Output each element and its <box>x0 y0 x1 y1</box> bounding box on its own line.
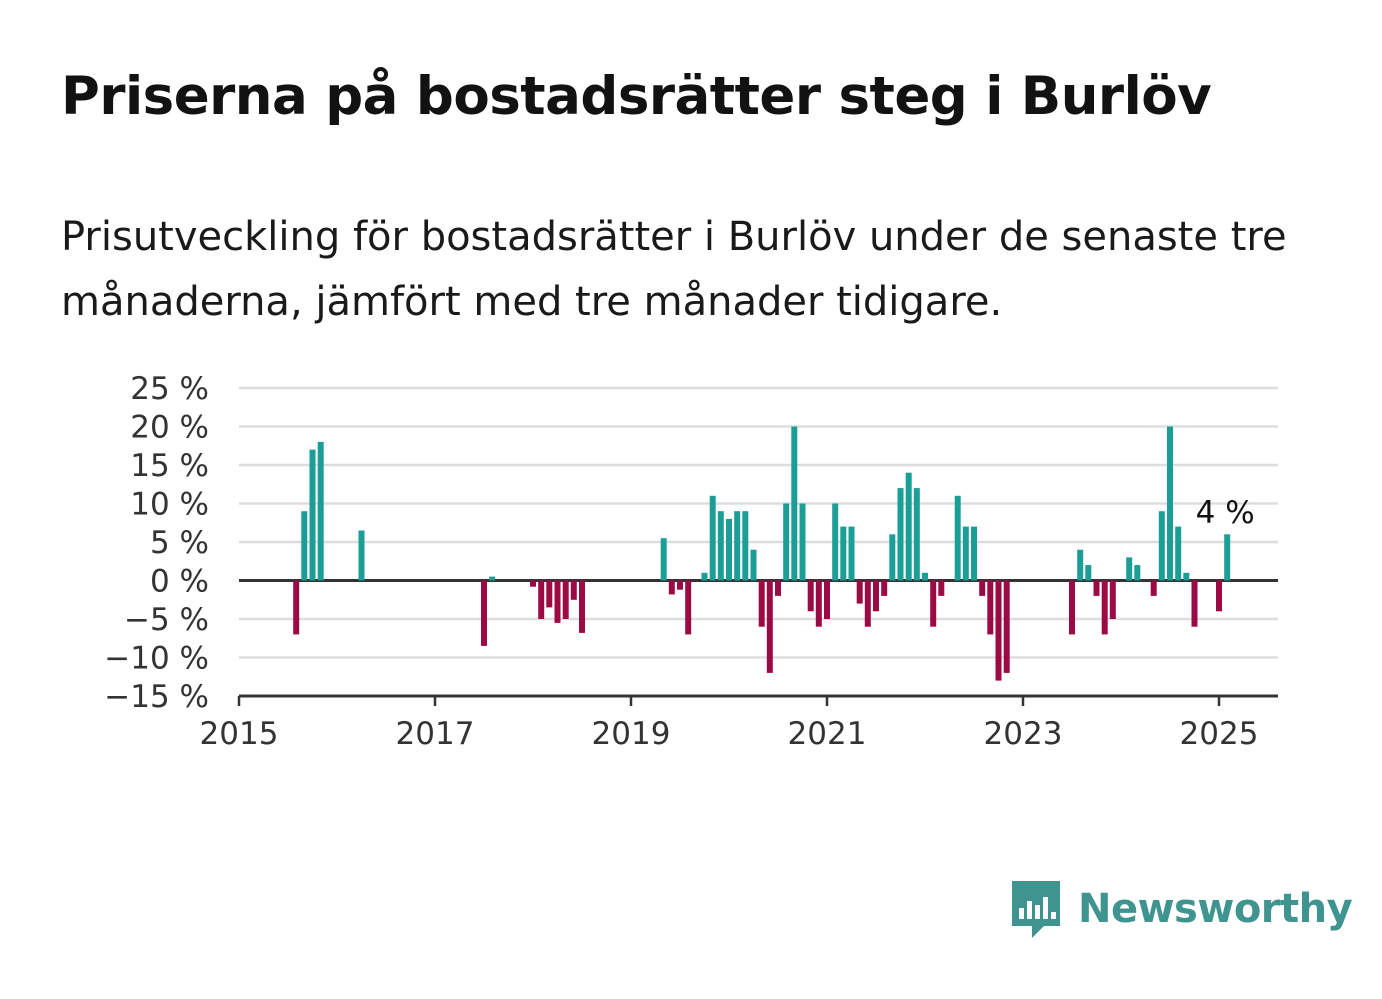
bar <box>685 580 692 635</box>
bar <box>979 580 986 596</box>
bar <box>873 580 879 612</box>
bar <box>734 511 741 581</box>
bar <box>538 580 545 619</box>
bar <box>293 580 300 635</box>
bar <box>815 580 822 627</box>
bar <box>840 526 847 581</box>
bar <box>807 580 814 612</box>
bar <box>995 580 1002 681</box>
x-tick-label: 2019 <box>592 716 671 752</box>
bar <box>971 526 977 581</box>
y-tick-label: −5 % <box>124 602 209 638</box>
bar <box>889 534 896 581</box>
x-tick-label: 2025 <box>1180 716 1259 752</box>
bar <box>791 426 798 581</box>
bar <box>1216 580 1222 612</box>
bar <box>1093 580 1100 596</box>
bar <box>881 580 888 596</box>
bar <box>668 580 675 595</box>
bar <box>530 580 536 587</box>
chart-subtitle: Prisutveckling för bostadsrätter i Burlö… <box>61 214 1287 325</box>
last-value-annotation: 4 % <box>1196 495 1255 531</box>
bar-chart: 25 %20 %15 %10 %5 %0 %−5 %−10 %−15 %2015… <box>104 371 1278 752</box>
bar <box>856 580 863 604</box>
bar <box>783 503 790 581</box>
bar <box>717 511 724 581</box>
bar <box>938 580 945 596</box>
y-tick-label: −10 % <box>104 641 209 677</box>
bar <box>766 580 773 673</box>
bar <box>309 449 316 581</box>
bar <box>930 580 937 627</box>
y-tick-label: 20 % <box>130 410 209 446</box>
bar <box>660 538 667 581</box>
bar <box>481 580 487 646</box>
axes <box>237 694 1278 706</box>
bar <box>897 488 904 581</box>
bar <box>726 518 732 581</box>
x-tick-label: 2017 <box>396 716 475 752</box>
bar <box>1134 565 1141 581</box>
y-tick-label: 15 % <box>130 448 209 484</box>
bar <box>1126 557 1133 581</box>
x-tick-label: 2023 <box>984 716 1063 752</box>
bar <box>1003 580 1010 673</box>
bar <box>864 580 871 627</box>
bar <box>562 580 569 619</box>
bar <box>546 580 553 608</box>
bar <box>1150 580 1157 596</box>
brand-name: Newsworthy <box>1078 886 1353 932</box>
bar <box>579 580 585 633</box>
chart-title: Priserna på bostadsrätter steg i Burlöv <box>61 66 1212 127</box>
bar <box>824 580 830 619</box>
bar <box>913 488 920 581</box>
bar <box>1085 565 1092 581</box>
bar <box>301 511 308 581</box>
x-tick-label: 2015 <box>200 716 279 752</box>
bar <box>489 576 496 581</box>
y-tick-label: 25 % <box>130 371 209 407</box>
bar <box>317 441 324 581</box>
y-tick-label: 5 % <box>150 525 209 561</box>
bar <box>677 580 683 590</box>
bar <box>905 472 912 581</box>
bar <box>775 580 781 596</box>
bar <box>554 580 561 623</box>
bar <box>1191 580 1198 627</box>
tick-labels: 25 %20 %15 %10 %5 %0 %−5 %−10 %−15 %2015… <box>104 371 1258 752</box>
bar <box>832 503 839 581</box>
bar <box>1183 572 1190 581</box>
y-tick-label: 10 % <box>130 487 209 523</box>
bar <box>1101 580 1108 635</box>
bar <box>750 549 757 581</box>
bar <box>799 503 806 581</box>
bar <box>358 530 365 581</box>
bar <box>742 511 749 581</box>
bar-chart-speech-bubble-icon <box>1012 881 1060 938</box>
bar <box>1167 426 1173 581</box>
bar <box>570 580 577 600</box>
newsworthy-logo: Newsworthy <box>1010 878 1353 940</box>
x-tick-label: 2021 <box>788 716 867 752</box>
bar <box>848 526 855 581</box>
bar <box>701 572 708 581</box>
bar <box>987 580 994 635</box>
bar <box>962 526 969 581</box>
bar <box>1175 526 1182 581</box>
bar <box>954 495 961 581</box>
bar <box>1158 511 1165 581</box>
bar <box>922 572 928 581</box>
bars <box>293 426 1231 681</box>
bar <box>1109 580 1116 619</box>
y-tick-label: −15 % <box>104 679 209 715</box>
bar <box>709 495 716 581</box>
bar <box>1224 534 1231 581</box>
y-tick-label: 0 % <box>150 564 209 600</box>
bar <box>758 580 765 627</box>
bar <box>1069 580 1075 635</box>
grid-lines <box>239 386 1278 659</box>
bar <box>1077 549 1084 581</box>
